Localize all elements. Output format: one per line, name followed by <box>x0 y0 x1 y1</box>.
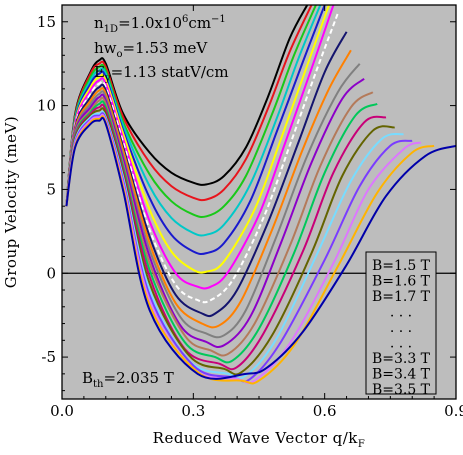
series-line-9 <box>65 31 348 318</box>
legend-entry: B=3.4 T <box>372 367 431 383</box>
series-line-11 <box>65 63 361 339</box>
legend-entry: B=1.5 T <box>372 258 431 274</box>
legend-entry: . . . <box>390 320 412 336</box>
series-line-3 <box>65 5 317 218</box>
series-line-18 <box>65 112 413 383</box>
series-line-2 <box>65 5 313 207</box>
series-line-4 <box>65 5 322 237</box>
series-line-8 <box>65 13 339 304</box>
legend: B=1.5 TB=1.6 TB=1.7 T. . .. . .. . .B=3.… <box>365 251 437 398</box>
legend-entry: . . . <box>390 336 412 352</box>
series-group <box>65 5 456 385</box>
series-line-21 <box>65 116 456 380</box>
legend-box <box>365 251 437 395</box>
ticks-group: 0.0 0.3 0.6 0.9 -5 0 5 10 15 <box>37 4 463 420</box>
x-axis-title: Reduced Wave Vector q/kF <box>153 429 366 450</box>
y-axis-title: Group Velocity (meV) <box>2 116 20 288</box>
annotation-density: n1D=1.0x106cm−1 <box>94 14 226 35</box>
x-tick-label: 0.0 <box>50 402 74 420</box>
series-line-12 <box>65 78 365 349</box>
y-tick-label: 15 <box>37 13 56 31</box>
series-line-7 <box>65 5 335 290</box>
x-tick-label: 0.3 <box>181 402 205 420</box>
y-tick-label: 5 <box>46 180 56 198</box>
series-line-6 <box>65 5 330 274</box>
legend-entry: B=3.3 T <box>372 351 431 367</box>
annotation-threshold: Bth=2.035 T <box>82 369 174 390</box>
series-line-20 <box>65 115 435 385</box>
series-line-16 <box>65 107 395 376</box>
y-tick-label: -5 <box>41 348 56 366</box>
series-line-14 <box>65 100 378 364</box>
y-tick-label: 10 <box>37 97 56 115</box>
annotation-energy: hwo=1.53 meV <box>94 39 208 60</box>
legend-entry: . . . <box>390 305 412 321</box>
series-line-5 <box>65 5 326 255</box>
series-line-10 <box>65 49 352 329</box>
legend-entry: B=1.7 T <box>372 289 431 305</box>
series-line-13 <box>65 91 374 357</box>
legend-entry: B=3.5 T <box>372 382 431 398</box>
legend-entry: B=1.6 T <box>372 274 431 290</box>
y-tick-label: 0 <box>46 264 56 282</box>
x-tick-label: 0.9 <box>444 402 463 420</box>
annotation-field: Ey=1.13 statV/cm <box>94 63 229 84</box>
x-tick-label: 0.6 <box>313 402 337 420</box>
